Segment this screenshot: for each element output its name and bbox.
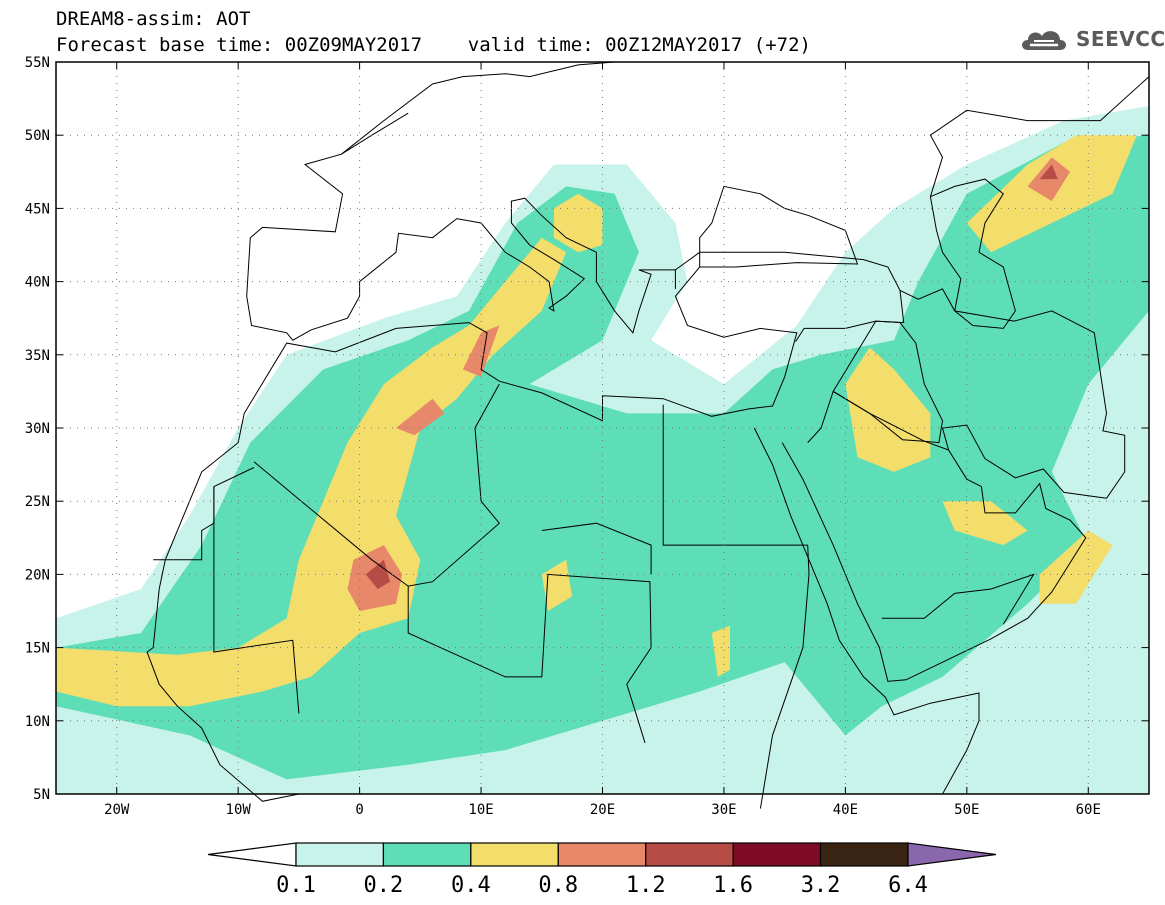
axis-ticks: 55N 50N 45N 40N 35N 30N 25N 20N 15N 10N 5N 20W 10W 0 1… (25, 55, 1149, 818)
lon-tick-label: 0 (355, 802, 363, 818)
lat-tick-label: 20N (25, 567, 50, 583)
border-mali (213, 486, 300, 714)
lat-tick-label: 55N (25, 55, 50, 71)
lat-tick-label: 25N (25, 494, 50, 510)
border-sudan-east (759, 545, 810, 809)
lat-tick-label: 50N (25, 128, 50, 144)
border-kazakh (929, 76, 1150, 197)
coastline-caspian (929, 178, 1016, 329)
border-saudi (807, 390, 949, 451)
aot-field-layer (56, 105, 1149, 794)
map-subtitle: Forecast base time: 00Z09MAY2017 valid t… (56, 34, 811, 56)
brand-name: SEEVCCC (1076, 27, 1165, 51)
border-niger-chad (407, 573, 652, 743)
border-libya-egypt (662, 404, 808, 546)
border-turkey (675, 251, 905, 342)
colorbar-bin (645, 842, 734, 867)
lon-tick-label: 10W (226, 802, 252, 818)
cloud-icon (1022, 31, 1066, 50)
border-libya-sudan (541, 522, 652, 575)
colorbar-bin (819, 842, 909, 867)
lat-tick-label: 40N (25, 275, 50, 291)
colorbar-bin (470, 842, 559, 867)
lon-tick-label: 20E (590, 802, 615, 818)
lon-tick-label: 10E (468, 802, 493, 818)
gridline-layer (56, 62, 1149, 794)
lat-tick-label: 30N (25, 421, 50, 437)
colorbar-level-label: 1.2 (626, 873, 666, 898)
colorbar-low-extension (207, 842, 297, 867)
lat-tick-label: 35N (25, 348, 50, 364)
aot-band-0.4-0.8-sahara (56, 237, 567, 707)
lon-tick-label: 60E (1076, 802, 1101, 818)
brand-logo: SEEVCCC (1018, 24, 1165, 54)
aot-band-0.4-0.8-chad (541, 559, 573, 611)
colorbar-high-extension (907, 842, 997, 867)
colorbar-level-label: 6.4 (888, 873, 928, 898)
lon-tick-label: 20W (104, 802, 130, 818)
border-yemen (881, 573, 1035, 625)
colorbar-level-label: 0.4 (451, 873, 491, 898)
colorbar-level-label: 1.6 (713, 873, 753, 898)
colorbar-bin (732, 842, 822, 867)
lat-tick-label: 10N (25, 714, 50, 730)
lat-tick-label: 5N (33, 787, 50, 803)
border-algeria-libya (253, 383, 500, 587)
aot-band-0.4-0.8-sudan (711, 625, 730, 677)
aot-band-1.2-1.6-caspian (1039, 164, 1058, 180)
lat-tick-label: 15N (25, 641, 50, 657)
coastline-w-africa (146, 647, 299, 802)
colorbar-level-label: 3.2 (801, 873, 841, 898)
coastline-biscay (249, 112, 409, 239)
lon-tick-label: 30E (711, 802, 736, 818)
border-mauritania (153, 467, 255, 561)
coastline-iberia (246, 197, 676, 341)
lon-tick-label: 50E (954, 802, 979, 818)
colorbar-bin (382, 842, 472, 867)
aot-band-1.2-1.6-mali (365, 559, 390, 589)
map-title: DREAM8-assim: AOT (56, 8, 251, 30)
coastline-nw-africa (152, 185, 859, 648)
aot-band-0.4-0.8-gulf (942, 501, 1028, 546)
lon-tick-label: 40E (833, 802, 858, 818)
colorbar-level-label: 0.8 (538, 873, 578, 898)
colorbar-bin (557, 842, 647, 867)
coastline-layer (146, 61, 1150, 809)
colorbar-bin (295, 842, 385, 867)
colorbar-level-label: 0.2 (364, 873, 404, 898)
coastline-horn (885, 692, 980, 795)
aot-band-0.8-1.2-algeria (396, 398, 445, 436)
coastline-red-sea (753, 427, 886, 698)
colorbar-level-label: 0.1 (276, 873, 316, 898)
border-europe (341, 61, 615, 155)
colorbar: 0.1 0.2 0.4 0.8 1.2 1.6 3.2 6.4 (207, 842, 997, 898)
border-iran (899, 288, 1126, 499)
lat-tick-label: 45N (25, 201, 50, 217)
aot-band-0.4-0.8-iraq (845, 347, 931, 472)
aot-band-0.8-1.2-tunisia (462, 325, 500, 377)
coastline-arabia (781, 424, 1107, 682)
aot-band-0.4-0.8-oman (1039, 530, 1113, 604)
aot-band-0.8-1.2-caspian (1027, 157, 1071, 202)
